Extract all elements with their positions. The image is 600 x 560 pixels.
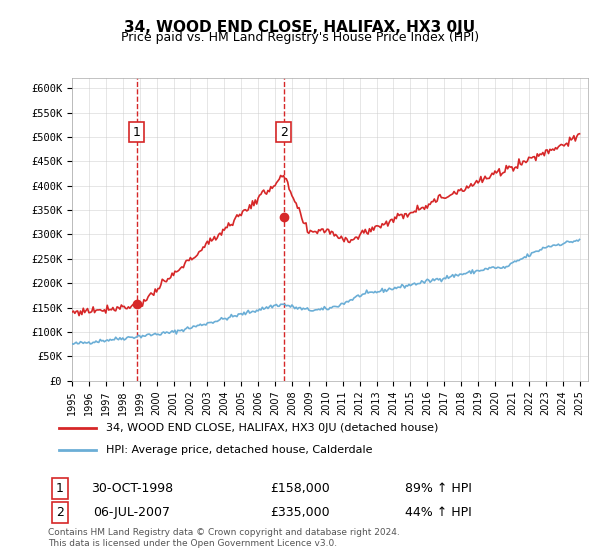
Text: Price paid vs. HM Land Registry's House Price Index (HPI): Price paid vs. HM Land Registry's House … bbox=[121, 31, 479, 44]
Text: 06-JUL-2007: 06-JUL-2007 bbox=[94, 506, 170, 519]
Text: 34, WOOD END CLOSE, HALIFAX, HX3 0JU (detached house): 34, WOOD END CLOSE, HALIFAX, HX3 0JU (de… bbox=[106, 423, 439, 433]
Text: 1: 1 bbox=[56, 482, 64, 495]
Text: 30-OCT-1998: 30-OCT-1998 bbox=[91, 482, 173, 495]
Text: 34, WOOD END CLOSE, HALIFAX, HX3 0JU: 34, WOOD END CLOSE, HALIFAX, HX3 0JU bbox=[124, 20, 476, 35]
Text: 2: 2 bbox=[56, 506, 64, 519]
Text: 2: 2 bbox=[280, 125, 287, 138]
Text: HPI: Average price, detached house, Calderdale: HPI: Average price, detached house, Cald… bbox=[106, 445, 373, 455]
Text: Contains HM Land Registry data © Crown copyright and database right 2024.
This d: Contains HM Land Registry data © Crown c… bbox=[48, 528, 400, 548]
Text: 1: 1 bbox=[133, 125, 141, 138]
Text: 89% ↑ HPI: 89% ↑ HPI bbox=[404, 482, 472, 495]
Text: 44% ↑ HPI: 44% ↑ HPI bbox=[404, 506, 472, 519]
Text: £335,000: £335,000 bbox=[270, 506, 330, 519]
Text: £158,000: £158,000 bbox=[270, 482, 330, 495]
